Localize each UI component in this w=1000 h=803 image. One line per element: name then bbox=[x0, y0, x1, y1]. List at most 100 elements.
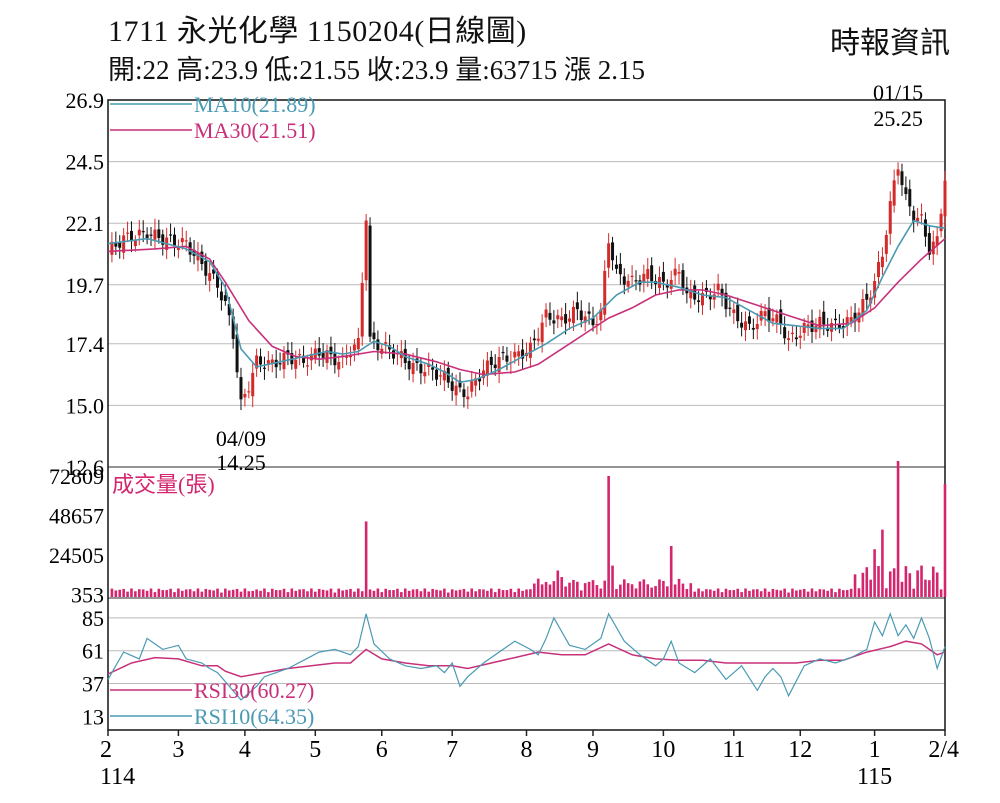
volume-bar bbox=[865, 567, 869, 597]
volume-bar bbox=[838, 588, 841, 597]
candle-body bbox=[427, 363, 431, 367]
volume-bar bbox=[368, 589, 372, 597]
candle-body bbox=[599, 309, 603, 321]
candle-body bbox=[302, 355, 306, 363]
candle-body bbox=[544, 309, 548, 318]
volume-bar bbox=[857, 588, 861, 597]
candle-body bbox=[493, 364, 497, 369]
volume-bar bbox=[806, 591, 810, 597]
volume-bar bbox=[411, 589, 415, 597]
volume-bar bbox=[736, 588, 740, 597]
candle-body bbox=[591, 317, 595, 326]
candle-body bbox=[622, 276, 626, 285]
candle-body bbox=[126, 232, 130, 234]
volume-bar bbox=[298, 589, 301, 597]
candle-body bbox=[517, 351, 521, 357]
volume-bar bbox=[403, 588, 407, 597]
volume-bar bbox=[646, 584, 650, 597]
candle-body bbox=[822, 311, 826, 325]
volume-bar bbox=[650, 587, 653, 597]
volume-bar bbox=[349, 588, 352, 597]
candle-body bbox=[317, 348, 321, 356]
candle-body bbox=[521, 349, 525, 359]
volume-bar bbox=[744, 588, 747, 597]
candle-body bbox=[564, 314, 568, 324]
volume-bar bbox=[842, 590, 845, 597]
volume-bar bbox=[145, 590, 149, 597]
volume-bar bbox=[509, 588, 513, 597]
candle-body bbox=[708, 295, 712, 300]
volume-bar bbox=[443, 588, 446, 597]
volume-bar bbox=[141, 589, 145, 597]
volume-bar bbox=[615, 589, 618, 597]
x-year-label: 115 bbox=[857, 764, 892, 790]
ma30-line bbox=[107, 237, 946, 376]
candle-body bbox=[298, 354, 302, 356]
volume-bar bbox=[513, 592, 517, 597]
candle-body bbox=[595, 323, 599, 326]
volume-bar bbox=[239, 591, 243, 597]
volume-bar bbox=[212, 590, 215, 597]
volume-bar bbox=[560, 577, 564, 597]
candle-body bbox=[294, 359, 298, 369]
volume-bar bbox=[888, 571, 892, 597]
volume-bar bbox=[177, 588, 180, 597]
candle-body bbox=[466, 396, 470, 400]
volume-bar bbox=[501, 590, 505, 597]
candle-body bbox=[790, 332, 794, 335]
annotation-high-date: 01/15 bbox=[873, 80, 923, 105]
volume-bar bbox=[755, 589, 759, 597]
volume-bar bbox=[184, 589, 188, 597]
chart-frame bbox=[107, 99, 946, 731]
candle-body bbox=[740, 322, 744, 328]
volume-bar bbox=[548, 584, 552, 597]
volume-bar bbox=[329, 588, 333, 597]
candle-body bbox=[568, 318, 572, 322]
volume-bar bbox=[259, 590, 262, 597]
volume-bar bbox=[834, 592, 837, 597]
candle-body bbox=[583, 316, 587, 323]
candle-body bbox=[611, 242, 615, 261]
candle-body bbox=[219, 291, 223, 301]
candle-body bbox=[841, 326, 845, 329]
volume-bar bbox=[939, 589, 943, 597]
volume-bar bbox=[454, 590, 458, 597]
candle-body bbox=[333, 353, 337, 366]
volume-bar bbox=[423, 588, 427, 597]
candle-body bbox=[431, 367, 435, 370]
candle-body bbox=[873, 280, 877, 298]
rsi-tick-label: 85 bbox=[82, 606, 104, 631]
candle-body bbox=[673, 268, 677, 276]
volume-label: 成交量(張) bbox=[112, 472, 215, 497]
ma10-line bbox=[107, 219, 946, 384]
volume-bar bbox=[263, 588, 266, 597]
candle-body bbox=[892, 180, 896, 206]
candle-body bbox=[348, 355, 352, 358]
volume-bar bbox=[220, 592, 223, 597]
candle-body bbox=[208, 273, 212, 281]
volume-bar bbox=[931, 566, 935, 597]
candle-body bbox=[787, 338, 791, 341]
x-month-label: 2/4 bbox=[928, 737, 959, 763]
volume-bar bbox=[818, 589, 822, 597]
candle-body bbox=[630, 275, 634, 278]
price-tick-label: 24.5 bbox=[66, 150, 105, 175]
candle-body bbox=[779, 309, 783, 325]
volume-tick-label: 72809 bbox=[49, 464, 104, 489]
volume-bar bbox=[845, 590, 849, 597]
volume-bar bbox=[345, 589, 348, 597]
candle-body bbox=[689, 289, 693, 299]
volume-bar bbox=[337, 588, 341, 597]
volume-bar bbox=[419, 591, 423, 597]
volume-bar bbox=[169, 588, 172, 597]
volume-bar bbox=[728, 590, 732, 597]
volume-bar bbox=[810, 588, 814, 597]
candle-body bbox=[923, 219, 927, 237]
candle-body bbox=[669, 279, 673, 289]
volume-bar bbox=[912, 588, 916, 597]
volume-bar bbox=[904, 566, 908, 597]
volume-bar bbox=[462, 588, 466, 597]
candle-body bbox=[141, 231, 145, 233]
volume-tick-label: 48657 bbox=[49, 503, 104, 528]
